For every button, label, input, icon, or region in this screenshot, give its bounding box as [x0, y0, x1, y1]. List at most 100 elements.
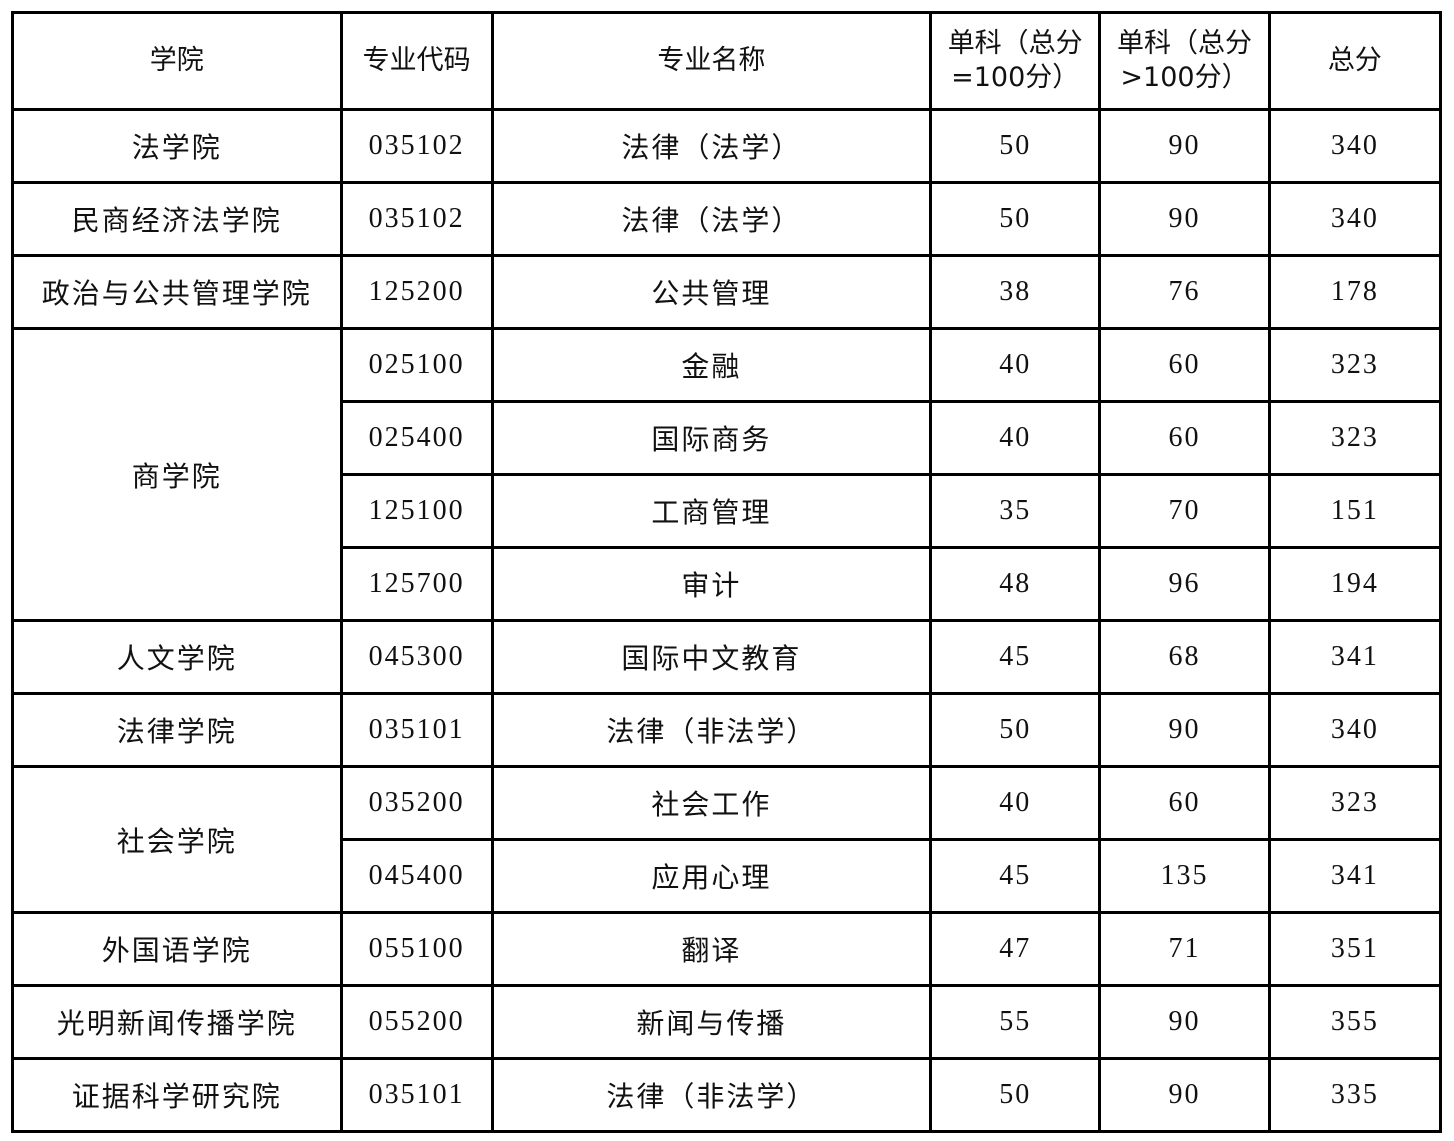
table-row: 125700 审计 48 96 194	[13, 546, 1443, 622]
college-cell: 法学院	[11, 108, 343, 184]
table-row: 证据科学研究院 035101 法律（非法学） 50 90 335	[11, 1057, 1443, 1133]
single-100-cell: 55	[929, 984, 1102, 1060]
single-over-100-cell: 90	[1098, 181, 1271, 257]
single-over-100-cell: 90	[1098, 108, 1271, 184]
program-name-cell: 法律（非法学）	[490, 692, 933, 768]
single-100-cell: 40	[929, 327, 1102, 403]
header-program-name: 专业名称	[490, 11, 933, 111]
single-100-cell: 48	[929, 546, 1102, 622]
total-cell: 340	[1267, 181, 1443, 257]
code-cell: 055100	[339, 911, 494, 987]
program-name-cell: 工商管理	[490, 473, 933, 549]
code-cell: 025100	[339, 327, 494, 403]
program-name-cell: 法律（非法学）	[490, 1057, 933, 1133]
college-cell: 法律学院	[11, 692, 343, 768]
single-over-100-cell: 76	[1098, 254, 1271, 330]
program-name-cell: 翻译	[490, 911, 933, 987]
code-cell: 035200	[339, 765, 494, 841]
single-over-100-cell: 90	[1098, 1057, 1271, 1133]
code-cell: 035101	[339, 692, 494, 768]
code-cell: 055200	[339, 984, 494, 1060]
total-cell: 151	[1267, 473, 1443, 549]
header-total: 总分	[1267, 11, 1443, 111]
table-row: 法学院 035102 法律（法学） 50 90 340	[11, 108, 1443, 184]
table-row: 人文学院 045300 国际中文教育 45 68 341	[11, 619, 1443, 695]
header-code: 专业代码	[339, 11, 494, 111]
single-over-100-cell: 71	[1098, 911, 1271, 987]
total-cell: 341	[1267, 619, 1443, 695]
table-row: 法律学院 035101 法律（非法学） 50 90 340	[11, 692, 1443, 768]
code-cell: 125100	[339, 473, 494, 549]
single-100-cell: 45	[929, 619, 1102, 695]
single-100-cell: 50	[929, 1057, 1102, 1133]
college-cell: 证据科学研究院	[11, 1057, 343, 1133]
table-row: 025400 国际商务 40 60 323	[13, 400, 1443, 476]
program-name-cell: 法律（法学）	[490, 181, 933, 257]
table-body: 法学院 035102 法律（法学） 50 90 340 民商经济法学院 035102 法律（法学…	[11, 108, 1443, 1133]
code-cell: 035102	[339, 108, 494, 184]
total-cell: 194	[1267, 546, 1443, 622]
single-100-cell: 35	[929, 473, 1102, 549]
single-100-cell: 50	[929, 692, 1102, 768]
table-row: 政治与公共管理学院 125200 公共管理 38 76 178	[11, 254, 1443, 330]
table-row: 125100 工商管理 35 70 151	[13, 473, 1443, 549]
program-name-cell: 社会工作	[490, 765, 933, 841]
college-cell: 光明新闻传播学院	[11, 984, 343, 1060]
single-over-100-cell: 60	[1098, 765, 1271, 841]
table-row: 045400 应用心理 45 135 341	[13, 838, 1443, 914]
program-name-cell: 法律（法学）	[490, 108, 933, 184]
college-cell: 社会学院	[11, 765, 343, 914]
college-cell: 外国语学院	[11, 911, 343, 987]
table-row: 外国语学院 055100 翻译 47 71 351	[11, 911, 1443, 987]
total-cell: 340	[1267, 692, 1443, 768]
total-cell: 340	[1267, 108, 1443, 184]
single-100-cell: 40	[929, 400, 1102, 476]
total-cell: 355	[1267, 984, 1443, 1060]
single-100-cell: 50	[929, 108, 1102, 184]
table-row: 社会学院 035200 社会工作 40 60 323	[11, 765, 1443, 914]
header-single-100: 单科（总分=100分）	[929, 11, 1102, 111]
single-over-100-cell: 60	[1098, 327, 1271, 403]
code-cell: 035102	[339, 181, 494, 257]
table-row: 光明新闻传播学院 055200 新闻与传播 55 90 355	[11, 984, 1443, 1060]
program-name-cell: 公共管理	[490, 254, 933, 330]
total-cell: 351	[1267, 911, 1443, 987]
single-over-100-cell: 60	[1098, 400, 1271, 476]
score-table: 学院 专业代码 专业名称 单科（总分=100分） 单科（总分>100分） 总分 …	[11, 11, 1443, 1133]
header-row: 学院 专业代码 专业名称 单科（总分=100分） 单科（总分>100分） 总分	[11, 11, 1443, 111]
program-name-cell: 新闻与传播	[490, 984, 933, 1060]
total-cell: 323	[1267, 765, 1443, 841]
code-cell: 125200	[339, 254, 494, 330]
college-cell: 民商经济法学院	[11, 181, 343, 257]
program-name-cell: 国际商务	[490, 400, 933, 476]
single-over-100-cell: 135	[1098, 838, 1271, 914]
single-100-cell: 45	[929, 838, 1102, 914]
single-over-100-cell: 96	[1098, 546, 1271, 622]
table-row: 商学院 025100 金融 40 60 323	[11, 327, 1443, 622]
college-cell: 政治与公共管理学院	[11, 254, 343, 330]
single-over-100-cell: 90	[1098, 984, 1271, 1060]
program-name-cell: 审计	[490, 546, 933, 622]
single-over-100-cell: 68	[1098, 619, 1271, 695]
code-cell: 125700	[339, 546, 494, 622]
program-name-cell: 金融	[490, 327, 933, 403]
total-cell: 323	[1267, 327, 1443, 403]
total-cell: 178	[1267, 254, 1443, 330]
total-cell: 341	[1267, 838, 1443, 914]
code-cell: 045400	[339, 838, 494, 914]
single-100-cell: 50	[929, 181, 1102, 257]
single-100-cell: 38	[929, 254, 1102, 330]
code-cell: 045300	[339, 619, 494, 695]
single-over-100-cell: 90	[1098, 692, 1271, 768]
code-cell: 025400	[339, 400, 494, 476]
code-cell: 035101	[339, 1057, 494, 1133]
single-100-cell: 47	[929, 911, 1102, 987]
college-cell: 商学院	[11, 327, 343, 622]
single-over-100-cell: 70	[1098, 473, 1271, 549]
college-cell: 人文学院	[11, 619, 343, 695]
single-100-cell: 40	[929, 765, 1102, 841]
program-name-cell: 应用心理	[490, 838, 933, 914]
total-cell: 323	[1267, 400, 1443, 476]
table-row: 民商经济法学院 035102 法律（法学） 50 90 340	[11, 181, 1443, 257]
header-college: 学院	[11, 11, 343, 111]
